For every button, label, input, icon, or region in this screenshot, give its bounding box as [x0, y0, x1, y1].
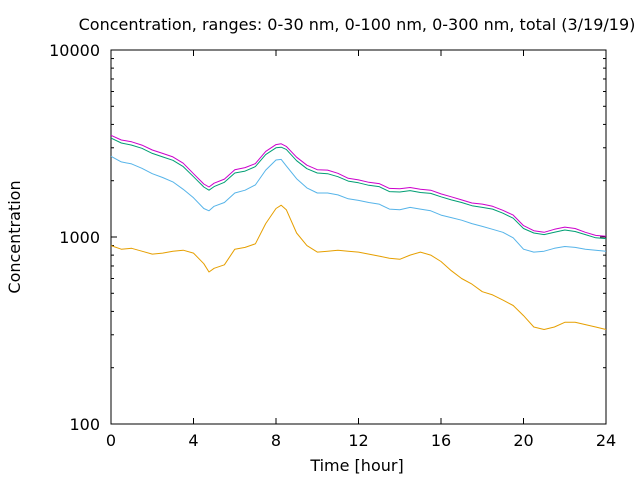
x-tick-label: 12 [348, 431, 368, 450]
x-tick-label: 16 [431, 431, 451, 450]
plot-frame [110, 49, 607, 425]
plot-area: 0 4 8 12 16 20 24 100 1000 10000 [49, 41, 616, 450]
y-axis-label: Concentration [5, 180, 24, 293]
x-tick-label: 0 [106, 431, 116, 450]
series-line-4 [110, 204, 607, 330]
y-tick-label: 10000 [49, 41, 100, 60]
x-tick-label: 4 [188, 431, 198, 450]
x-tick-label: 8 [271, 431, 281, 450]
x-axis-label: Time [hour] [309, 456, 403, 475]
x-tick-label: 20 [513, 431, 533, 450]
x-tick-label: 24 [596, 431, 616, 450]
series-line-2 [110, 137, 607, 240]
chart-title: Concentration, ranges: 0-30 nm, 0-100 nm… [79, 15, 636, 34]
series-line-3 [110, 155, 607, 253]
y-tick-label: 100 [69, 415, 100, 434]
y-tick-label: 1000 [59, 228, 100, 247]
series-line-1 [110, 134, 607, 237]
